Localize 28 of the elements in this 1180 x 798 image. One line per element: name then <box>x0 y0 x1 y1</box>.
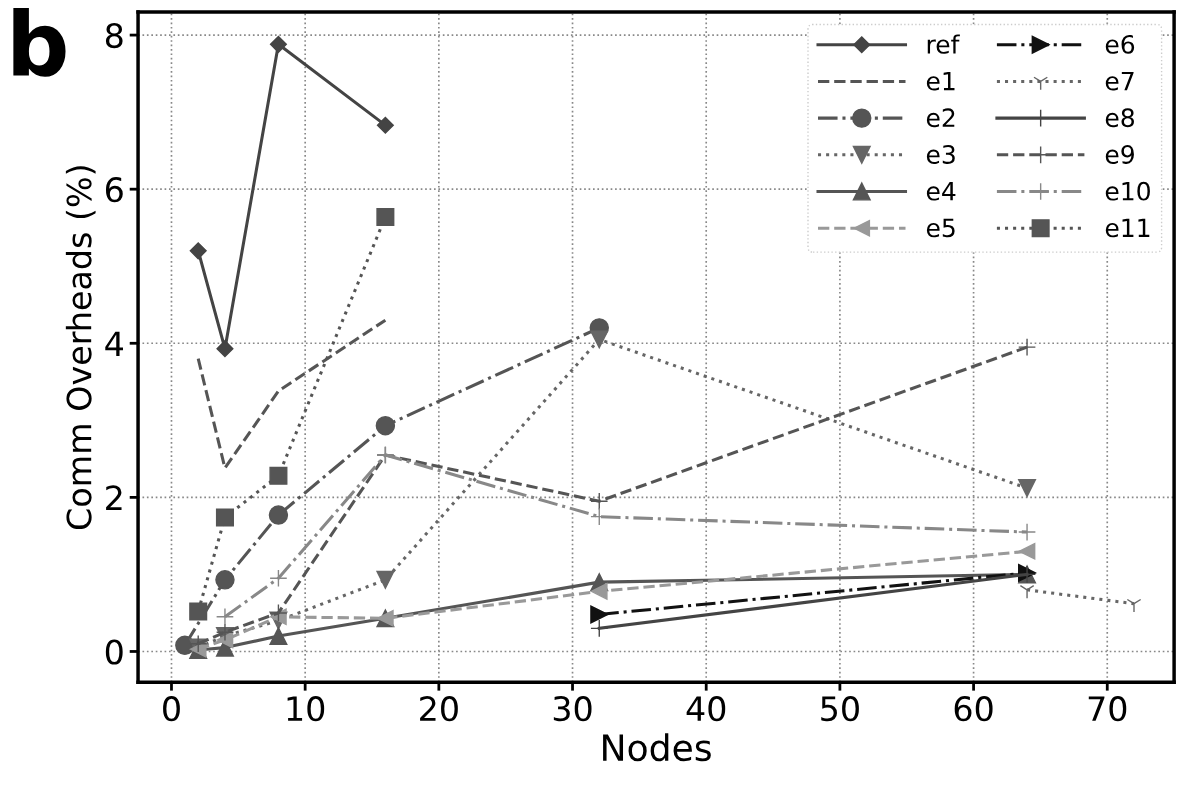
legend-label: e9 <box>1105 145 1134 164</box>
y-tick-label: 4 <box>105 331 123 356</box>
x-tick-label: 50 <box>821 696 859 722</box>
x-tick-label: 70 <box>1088 696 1127 722</box>
x-tick-label: 20 <box>420 696 458 722</box>
legend-label: e3 <box>926 145 955 164</box>
x-tick-label: 0 <box>163 696 180 722</box>
x-tick-label: 30 <box>553 696 592 722</box>
legend-label: e4 <box>926 182 956 201</box>
text: b <box>13 7 66 77</box>
x-tick-label: 10 <box>287 696 325 722</box>
x-axis-title: Nodes <box>603 733 711 762</box>
legend-label: e6 <box>1105 34 1135 54</box>
legend-label: e1 <box>926 71 955 91</box>
legend-label: e10 <box>1105 181 1150 201</box>
y-tick-label: 6 <box>105 177 123 203</box>
y-tick-label: 0 <box>105 639 123 665</box>
legend-label: ref <box>927 34 960 54</box>
legend-label: e5 <box>926 218 955 238</box>
legend-label: e7 <box>1105 71 1134 91</box>
x-tick-label: 60 <box>954 696 993 722</box>
x-tick-label: 40 <box>686 696 726 722</box>
legend-label: e8 <box>1105 108 1134 128</box>
legend-label: e2 <box>926 108 955 128</box>
y-tick-label: 8 <box>105 23 123 49</box>
legend-label: e11 <box>1105 218 1150 238</box>
y-tick-label: 2 <box>106 485 122 511</box>
y-axis-title: Comm Overheads (%) <box>65 166 96 530</box>
